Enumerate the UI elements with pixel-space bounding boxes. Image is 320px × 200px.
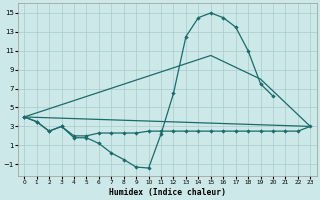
X-axis label: Humidex (Indice chaleur): Humidex (Indice chaleur)	[109, 188, 226, 197]
